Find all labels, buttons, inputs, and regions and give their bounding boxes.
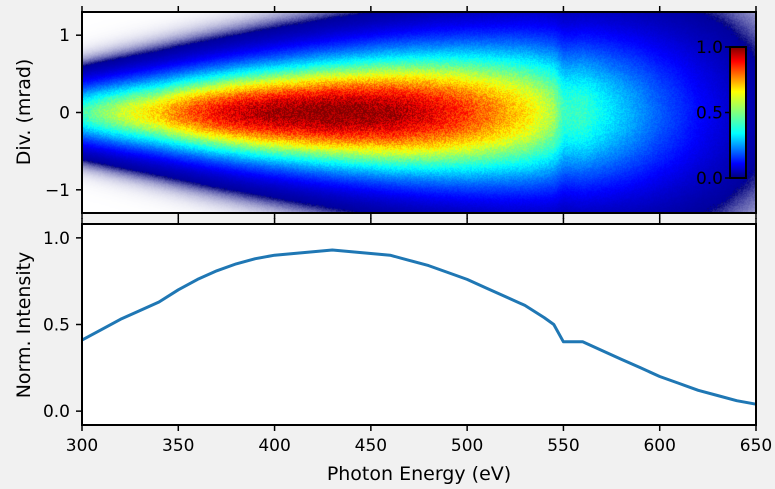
line-x-tick-label: 400 <box>258 436 290 456</box>
line-plot-background <box>82 224 756 425</box>
line-y-ticks: 0.0 0.5 1.0 <box>43 229 82 422</box>
heatmap-y-axis-label: Div. (mrad) <box>13 59 35 166</box>
heatmap-canvas <box>82 12 756 213</box>
heatmap-panel: −1 0 1 Div. (mrad) 0.0 0.5 1.0 <box>13 6 757 219</box>
colorbar: 0.0 0.5 1.0 <box>696 38 747 189</box>
heatmap-y-tick-label: −1 <box>45 181 70 201</box>
line-y-tick-label: 0.0 <box>43 402 70 422</box>
line-x-tick-label: 550 <box>547 436 579 456</box>
line-x-tick-label: 500 <box>451 436 483 456</box>
line-x-tick-label: 650 <box>740 436 772 456</box>
colorbar-tick-label: 0.0 <box>696 169 723 189</box>
line-x-ticks: 300 350 400 450 500 550 600 650 <box>66 218 772 456</box>
heatmap-y-tick-label: 1 <box>59 26 70 46</box>
line-x-tick-label: 450 <box>355 436 387 456</box>
line-x-tick-label: 300 <box>66 436 98 456</box>
colorbar-ticks: 0.0 0.5 1.0 <box>696 38 730 189</box>
line-y-tick-label: 0.5 <box>43 316 70 336</box>
line-x-tick-label: 350 <box>162 436 194 456</box>
line-y-axis-label: Norm. Intensity <box>13 252 35 399</box>
colorbar-tick-label: 1.0 <box>696 38 723 58</box>
heatmap-y-tick-label: 0 <box>59 104 70 124</box>
x-axis-label: Photon Energy (eV) <box>327 463 511 485</box>
series-line <box>81 248 757 406</box>
line-y-tick-label: 1.0 <box>43 229 70 249</box>
line-panel: 0.0 0.5 1.0 300 350 400 450 500 550 600 650 Norm.… <box>13 218 772 485</box>
line-x-tick-label: 600 <box>643 436 675 456</box>
colorbar-tick-label: 0.5 <box>696 104 723 124</box>
colorbar-gradient <box>730 47 746 178</box>
